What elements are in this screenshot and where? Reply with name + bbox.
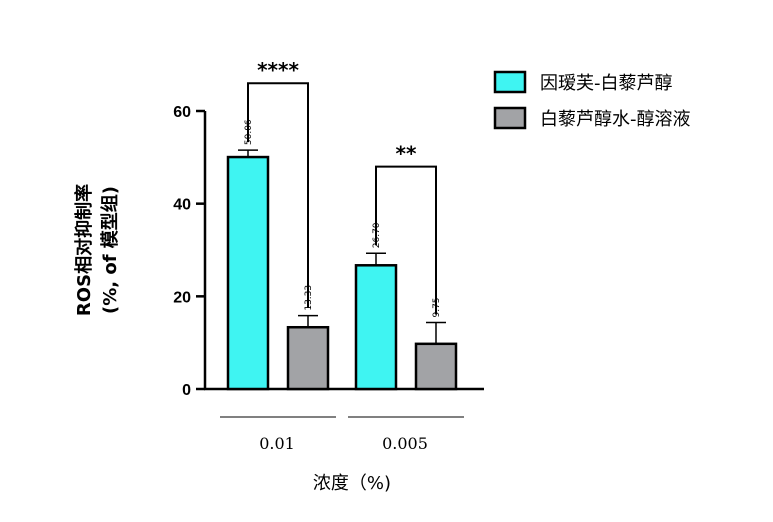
category-label-0: 0.01 bbox=[259, 434, 295, 453]
bar-s1-c1 bbox=[414, 342, 458, 391]
sig-bracket-1 bbox=[375, 165, 437, 315]
bar-s1-c0 bbox=[286, 325, 330, 391]
sig-bracket-0 bbox=[247, 82, 309, 308]
category-label-1: 0.005 bbox=[382, 434, 428, 453]
y-axis-label-line2: (%, of 模型组) bbox=[99, 186, 121, 314]
sig-label-1: ** bbox=[396, 142, 417, 166]
legend-swatch-1 bbox=[493, 106, 527, 130]
x-axis-label: 浓度（%) bbox=[313, 473, 391, 494]
y-tick-label-1: 20 bbox=[173, 289, 191, 306]
y-axis-label-line1: ROS相对抑制率 bbox=[73, 184, 95, 316]
y-tick-label-0: 0 bbox=[182, 382, 191, 399]
legend-swatch-0 bbox=[493, 70, 527, 94]
y-tick-label-2: 40 bbox=[173, 197, 191, 214]
x-categories: 0.01 0.005 bbox=[220, 416, 464, 453]
sig-label-0: **** bbox=[257, 58, 299, 82]
bar-s0-c0 bbox=[226, 155, 270, 391]
significance-brackets: ****** bbox=[247, 58, 437, 315]
y-tick-label-3: 60 bbox=[173, 104, 191, 121]
legend-label-0: 因瑷芙-白藜芦醇 bbox=[540, 73, 673, 94]
bar-s0-c1 bbox=[354, 264, 398, 391]
legend-label-1: 白藜芦醇水-醇溶液 bbox=[540, 109, 691, 130]
